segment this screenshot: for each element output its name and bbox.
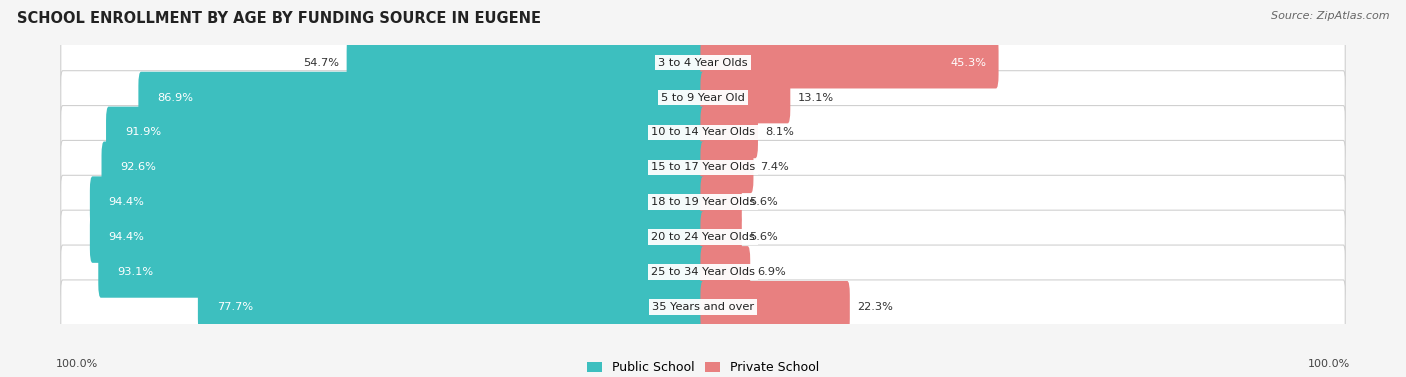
- Text: 15 to 17 Year Olds: 15 to 17 Year Olds: [651, 162, 755, 172]
- FancyBboxPatch shape: [90, 176, 706, 228]
- FancyBboxPatch shape: [60, 280, 1346, 334]
- Text: 13.1%: 13.1%: [797, 92, 834, 103]
- Text: 3 to 4 Year Olds: 3 to 4 Year Olds: [658, 58, 748, 68]
- Text: SCHOOL ENROLLMENT BY AGE BY FUNDING SOURCE IN EUGENE: SCHOOL ENROLLMENT BY AGE BY FUNDING SOUR…: [17, 11, 541, 26]
- FancyBboxPatch shape: [60, 36, 1346, 89]
- Text: 5.6%: 5.6%: [749, 232, 778, 242]
- FancyBboxPatch shape: [198, 281, 706, 333]
- FancyBboxPatch shape: [700, 37, 998, 89]
- FancyBboxPatch shape: [60, 106, 1346, 159]
- FancyBboxPatch shape: [700, 176, 742, 228]
- FancyBboxPatch shape: [700, 72, 790, 123]
- FancyBboxPatch shape: [60, 245, 1346, 299]
- Text: 94.4%: 94.4%: [108, 197, 145, 207]
- FancyBboxPatch shape: [700, 246, 751, 298]
- Text: 54.7%: 54.7%: [304, 58, 339, 68]
- Text: 45.3%: 45.3%: [950, 58, 986, 68]
- Text: 35 Years and over: 35 Years and over: [652, 302, 754, 312]
- FancyBboxPatch shape: [98, 246, 706, 298]
- Text: 18 to 19 Year Olds: 18 to 19 Year Olds: [651, 197, 755, 207]
- FancyBboxPatch shape: [105, 107, 706, 158]
- Text: 25 to 34 Year Olds: 25 to 34 Year Olds: [651, 267, 755, 277]
- Text: 77.7%: 77.7%: [217, 302, 253, 312]
- Text: 10 to 14 Year Olds: 10 to 14 Year Olds: [651, 127, 755, 138]
- Text: 8.1%: 8.1%: [765, 127, 794, 138]
- Text: 6.9%: 6.9%: [758, 267, 786, 277]
- Text: 100.0%: 100.0%: [1308, 359, 1350, 369]
- Text: 92.6%: 92.6%: [121, 162, 156, 172]
- FancyBboxPatch shape: [60, 175, 1346, 229]
- Text: 7.4%: 7.4%: [761, 162, 789, 172]
- Text: 100.0%: 100.0%: [56, 359, 98, 369]
- FancyBboxPatch shape: [60, 71, 1346, 124]
- Text: 22.3%: 22.3%: [856, 302, 893, 312]
- Text: 94.4%: 94.4%: [108, 232, 145, 242]
- FancyBboxPatch shape: [700, 211, 742, 263]
- FancyBboxPatch shape: [347, 37, 706, 89]
- FancyBboxPatch shape: [700, 281, 849, 333]
- Text: 20 to 24 Year Olds: 20 to 24 Year Olds: [651, 232, 755, 242]
- FancyBboxPatch shape: [138, 72, 706, 123]
- Text: Source: ZipAtlas.com: Source: ZipAtlas.com: [1271, 11, 1389, 21]
- FancyBboxPatch shape: [60, 210, 1346, 264]
- Text: 5 to 9 Year Old: 5 to 9 Year Old: [661, 92, 745, 103]
- FancyBboxPatch shape: [700, 141, 754, 193]
- FancyBboxPatch shape: [700, 107, 758, 158]
- Text: 93.1%: 93.1%: [117, 267, 153, 277]
- Legend: Public School, Private School: Public School, Private School: [582, 356, 824, 377]
- FancyBboxPatch shape: [101, 141, 706, 193]
- Text: 5.6%: 5.6%: [749, 197, 778, 207]
- FancyBboxPatch shape: [90, 211, 706, 263]
- Text: 91.9%: 91.9%: [125, 127, 160, 138]
- Text: 86.9%: 86.9%: [157, 92, 193, 103]
- FancyBboxPatch shape: [60, 141, 1346, 194]
